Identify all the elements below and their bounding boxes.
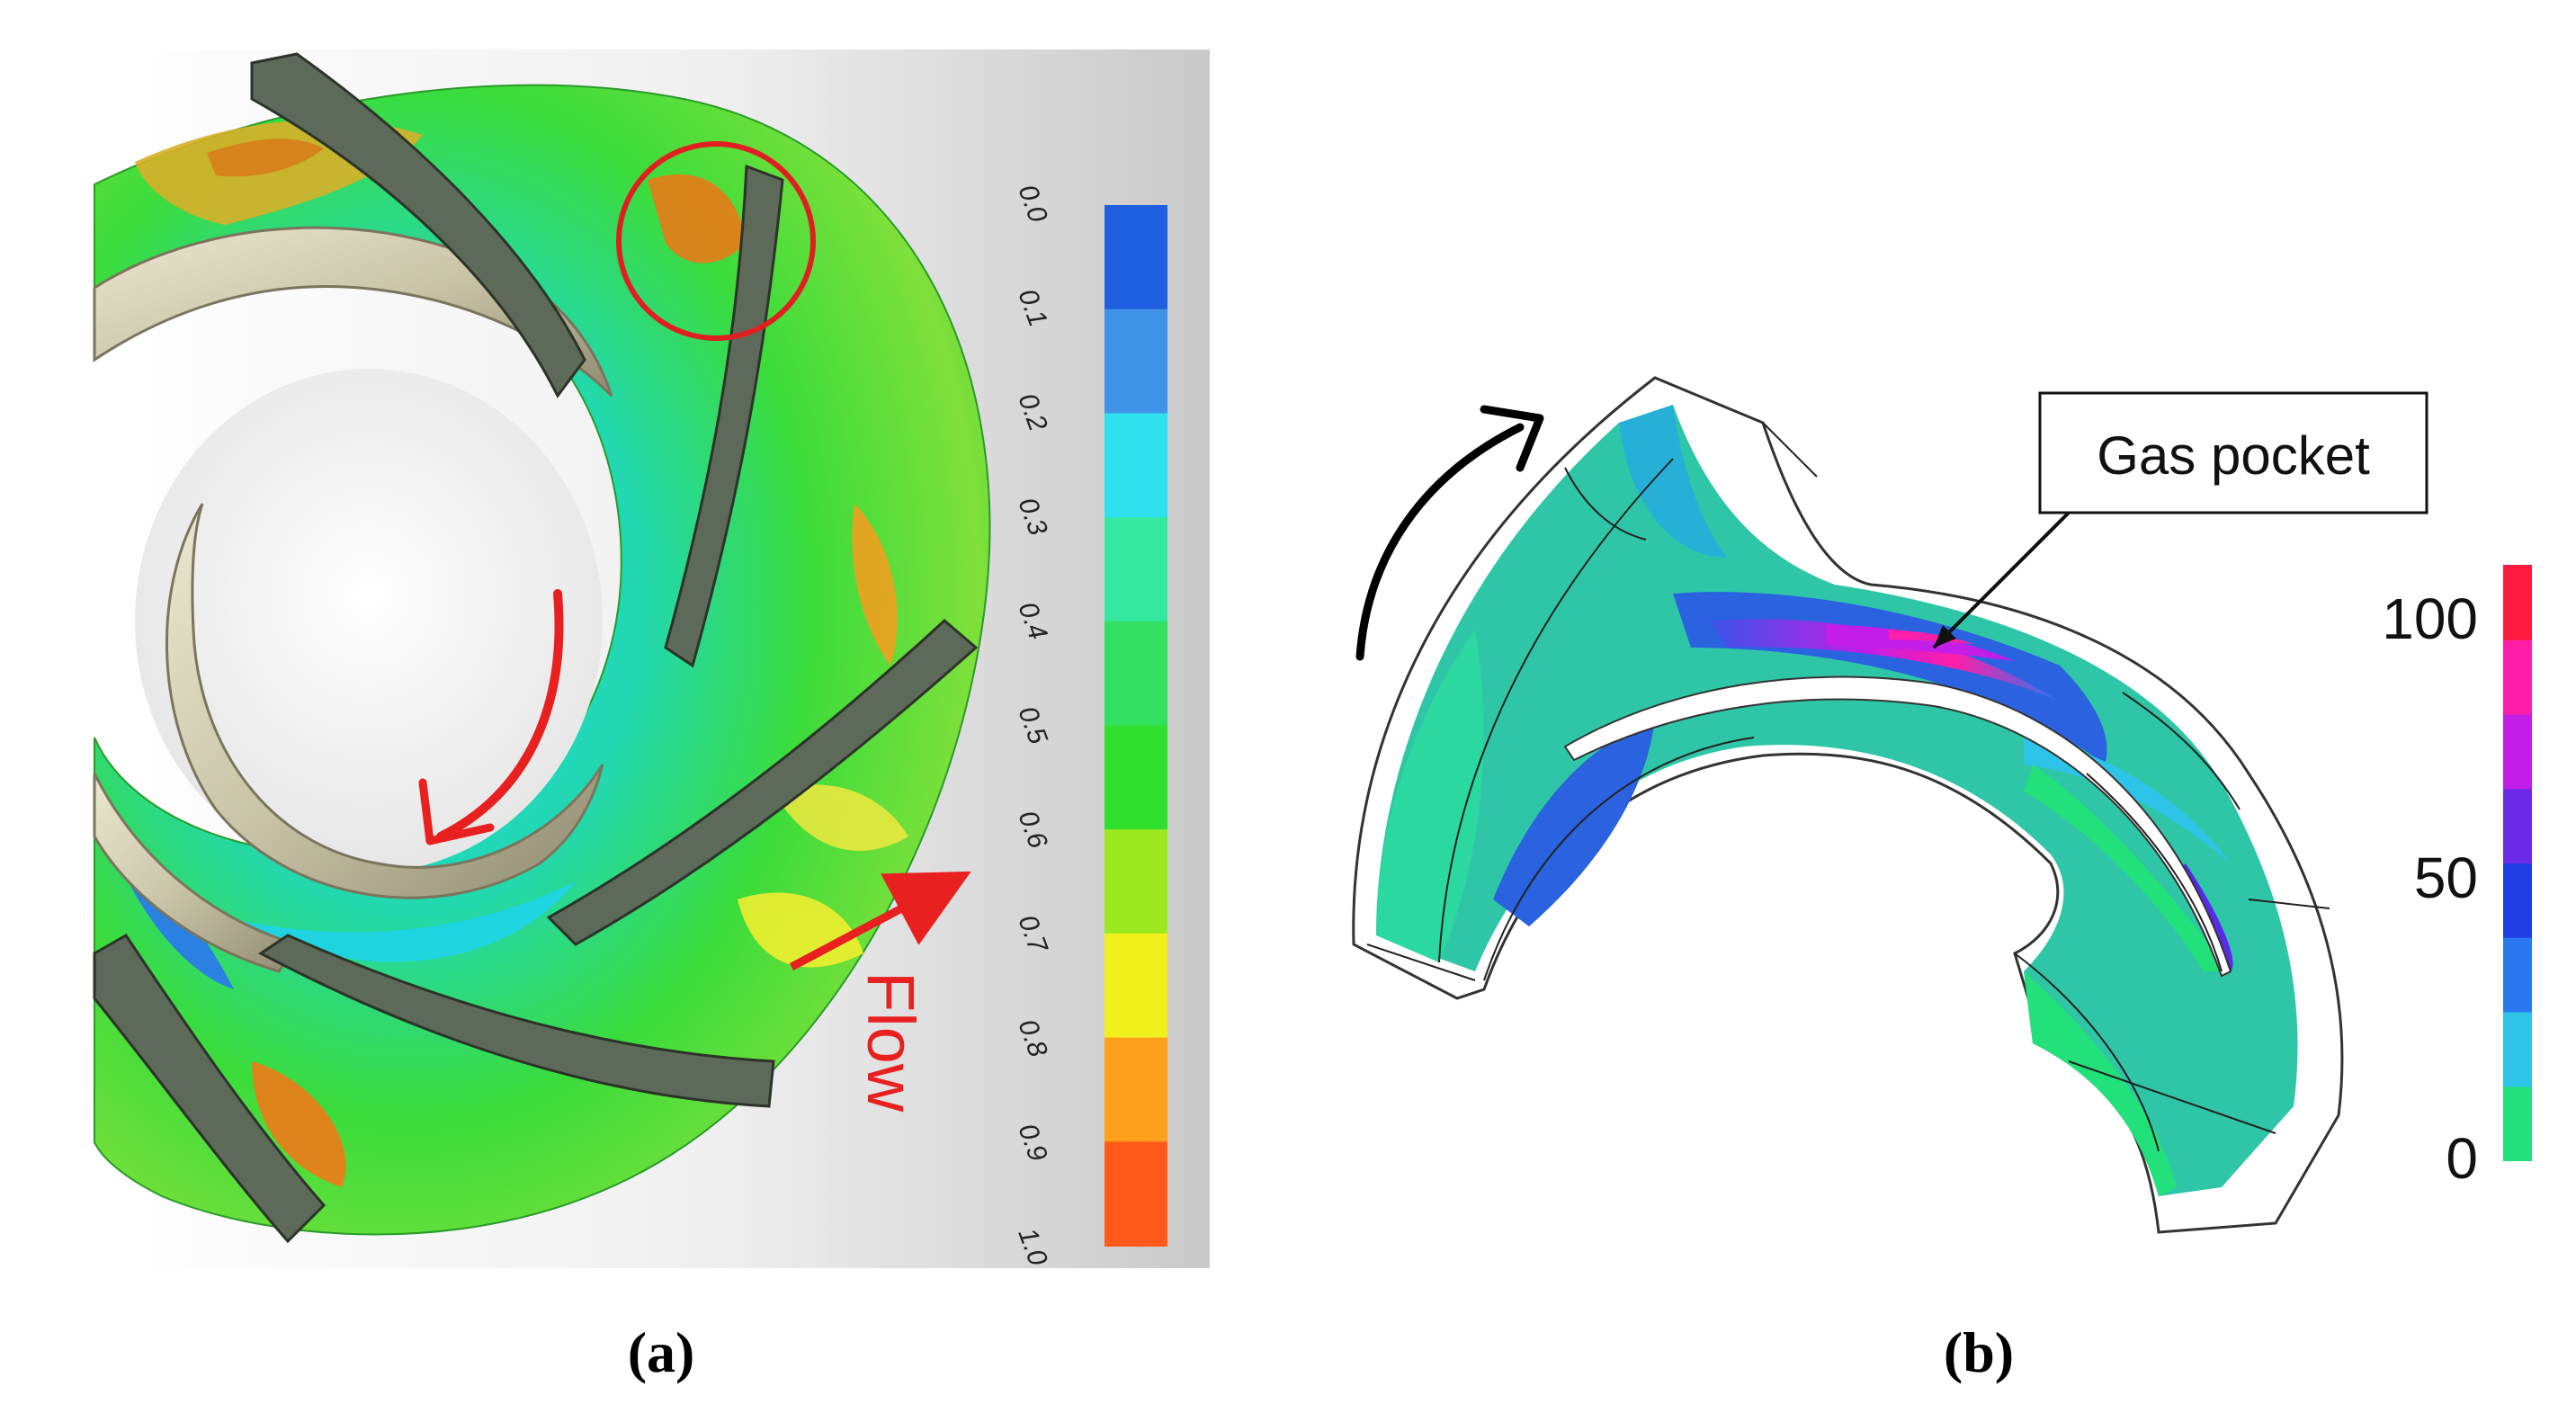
colorbar-b-tick-label: 100 [2382,586,2478,651]
colorbar-a-block [1105,725,1167,831]
blade-3 [546,618,979,946]
rotation-arrow-red-head [418,778,495,845]
colorbar-a-block [1105,621,1167,727]
colorbar-a: 0.00.10.20.30.40.50.60.70.80.91.0 [1012,181,1167,1270]
blade-slot [1563,675,2232,978]
flow-arrow [789,871,971,970]
colorbar-a-block [1105,517,1167,622]
highlight-circle [616,141,816,341]
colorbar-b-block [2503,565,2532,640]
colorbar-b-block [2503,863,2532,938]
caption-a: (a) [628,1320,695,1384]
panel-a: Flow 0.00.10.20.30.40.50.60.70.80.91.0 [93,49,1210,1270]
colorbar-b-block [2503,1011,2532,1087]
colorbar-b-blocks [2503,565,2532,1161]
colorbar-a-block [1105,829,1167,935]
blade-2 [664,164,784,668]
colorbar-a-block [1105,1141,1167,1247]
colorbar-b-block [2503,788,2532,863]
colorbar-a-block [1105,413,1167,519]
colorbar-a-block [1105,205,1167,310]
gas-pocket-leader [1932,511,2071,649]
rotation-arrow-black-head [1480,405,1544,472]
blades [93,52,979,1244]
colorbar-b-block [2503,936,2532,1013]
colorbar-a-block [1105,933,1167,1039]
colorbar-b-block [2503,639,2532,715]
gas-pocket-callout-box [2038,391,2428,514]
colorbar-b: 100 50 0 [2382,565,2532,1191]
colorbar-b-tick-label: 0 [2446,1126,2478,1191]
colorbar-b-ticks: 100 50 0 [2382,586,2478,1191]
colorbar-a-block [1105,1037,1167,1143]
blade-4 [258,934,775,1108]
colorbar-a-block [1105,309,1167,415]
blade-1 [250,52,586,398]
colorbar-b-block [2503,713,2532,790]
panel-b: Gas pocket 100 50 0 [1352,376,2532,1234]
gas-pocket-leader-head [1934,625,1956,648]
blade-5 [93,934,326,1244]
gas-pocket-label: Gas pocket [2097,425,2370,486]
colorbar-b-block [2503,1086,2532,1161]
colorbar-b-tick-label: 50 [2414,845,2478,910]
flow-label: Flow [854,971,928,1113]
shroud-inner [165,503,604,899]
hub-opening [135,369,603,872]
colorbar-a-blocks [1105,205,1167,1247]
wireframe-lines [1366,422,2330,1152]
rotation-arrow-black [1355,423,1525,661]
rotation-arrow-red [436,589,564,841]
caption-b: (b) [1944,1320,2014,1384]
